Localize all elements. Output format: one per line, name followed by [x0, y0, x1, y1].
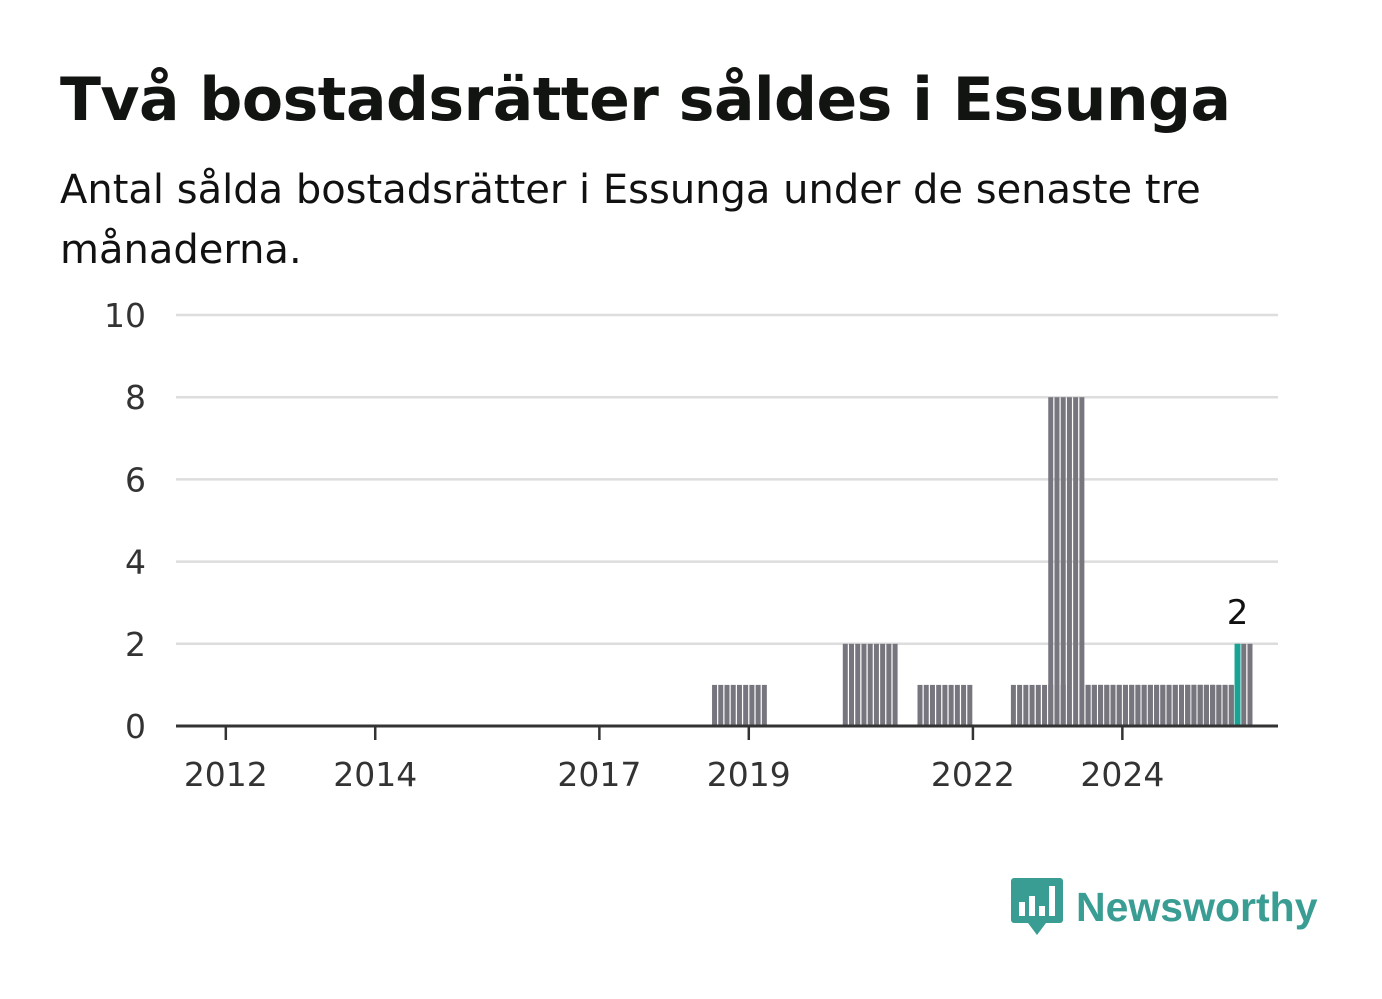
bar [718, 684, 724, 726]
bar [1073, 397, 1079, 726]
bar [892, 643, 898, 726]
bar [942, 684, 948, 726]
x-tick-label: 2024 [1080, 755, 1164, 794]
bar [1029, 684, 1035, 726]
bar [1210, 684, 1216, 726]
bar [1197, 684, 1203, 726]
bar [849, 643, 855, 726]
bar [1116, 684, 1122, 726]
bar [1104, 684, 1110, 726]
bar [749, 684, 755, 726]
highlight-bar [1234, 643, 1241, 726]
labels: 0 2 4 6 8 10 2 2012 2014 2017 2019 2022 2024 [104, 296, 1248, 794]
bar [1228, 684, 1234, 726]
bar [1178, 684, 1184, 726]
bar [1010, 684, 1016, 726]
bar [1241, 643, 1247, 726]
y-tick-label: 10 [104, 296, 146, 335]
x-tick-label: 2012 [184, 755, 268, 794]
bar [1054, 397, 1060, 726]
bar [961, 684, 967, 726]
y-tick-label: 4 [125, 543, 146, 582]
bar [867, 643, 873, 726]
bar [1166, 684, 1172, 726]
bar [1098, 684, 1104, 726]
bar [1023, 684, 1029, 726]
gridlines [176, 313, 1278, 646]
chart-subtitle: Antal sålda bostadsrätter i Essunga unde… [60, 167, 1201, 273]
chart-title: Två bostadsrätter såldes i Essunga [60, 65, 1231, 135]
bar [736, 684, 742, 726]
bar [1147, 684, 1153, 726]
bar [1091, 684, 1097, 726]
bar-chart-speech-bubble-icon [1011, 878, 1063, 935]
bar [954, 684, 960, 726]
bar [1154, 684, 1160, 726]
data-label: 2 [1227, 593, 1249, 633]
bar [1141, 684, 1147, 726]
x-tick-label: 2014 [333, 755, 417, 794]
axes [176, 724, 1278, 740]
bar [1203, 684, 1209, 726]
bar [1135, 684, 1141, 726]
bar [761, 684, 767, 726]
brand-logo: Newsworthy [1010, 876, 1318, 938]
bar [724, 684, 730, 726]
bar [1048, 397, 1054, 726]
bar [861, 643, 867, 726]
bar [929, 684, 935, 726]
bar [1079, 397, 1085, 726]
y-tick-label: 8 [125, 378, 146, 417]
bar [1216, 684, 1222, 726]
bar [936, 684, 942, 726]
bar [1060, 397, 1066, 726]
y-tick-label: 6 [125, 460, 146, 499]
bar [1085, 684, 1091, 726]
bar [855, 643, 861, 726]
bar [1172, 684, 1178, 726]
bar [1222, 684, 1228, 726]
bar [743, 684, 749, 726]
bar [1160, 684, 1166, 726]
bar [917, 684, 923, 726]
bar [967, 684, 973, 726]
x-tick-label: 2019 [707, 755, 791, 794]
bar [1129, 684, 1135, 726]
x-tick-label: 2022 [931, 755, 1015, 794]
y-tick-label: 2 [125, 625, 146, 664]
bar [873, 643, 879, 726]
bar [948, 684, 954, 726]
bar [1191, 684, 1197, 726]
bar [923, 684, 929, 726]
bar [1247, 643, 1253, 726]
bar [1110, 684, 1116, 726]
bar [755, 684, 761, 726]
bar [880, 643, 886, 726]
x-tick-label: 2017 [557, 755, 641, 794]
bar [1042, 684, 1048, 726]
y-tick-label: 0 [125, 707, 146, 746]
bar [1122, 684, 1128, 726]
bar [1066, 397, 1072, 726]
brand-name: Newsworthy [1076, 883, 1318, 930]
bar [1185, 684, 1191, 726]
bar [886, 643, 892, 726]
bar [1035, 684, 1041, 726]
bar [712, 684, 718, 726]
bar [842, 643, 848, 726]
bar [730, 684, 736, 726]
bars [712, 397, 1253, 726]
bar [1017, 684, 1023, 726]
